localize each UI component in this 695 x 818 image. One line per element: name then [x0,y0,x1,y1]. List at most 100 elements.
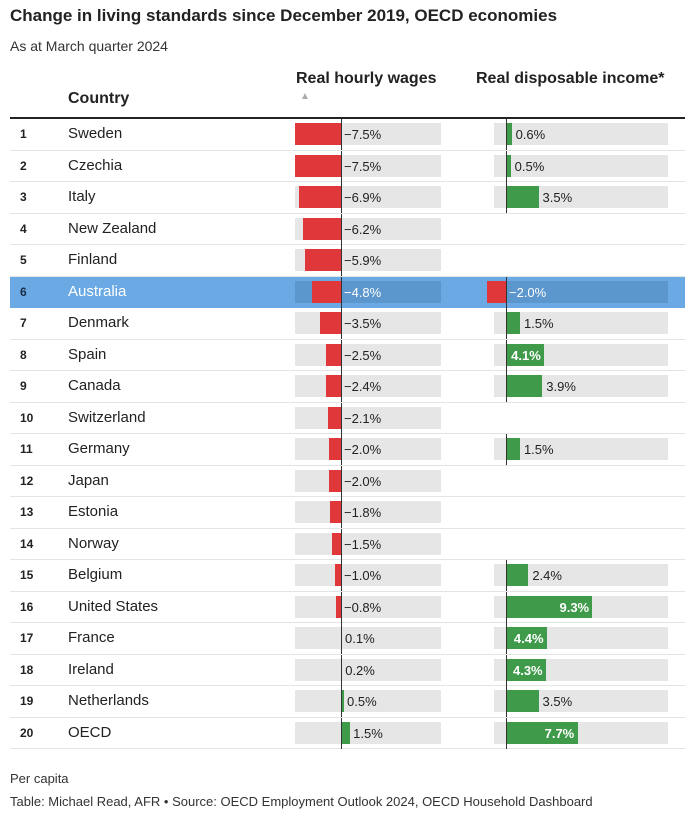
income-zero-line [506,560,507,591]
table-row[interactable]: 9 Canada −2.4% 3.9% [10,371,685,403]
wages-track: −6.2% [295,213,441,245]
wages-value-label: −6.9% [344,190,382,205]
wages-track: −4.8% [295,276,441,308]
wages-track: 0.1% [295,623,441,654]
income-value-label: 3.9% [546,379,576,394]
table-row[interactable]: 1 Sweden −7.5% 0.6% [10,119,685,151]
income-track: 7.7% [494,717,668,749]
column-header-country[interactable]: Country [68,90,130,107]
table-row[interactable]: 13 Estonia −1.8% [10,497,685,529]
wages-value-label: −7.5% [344,158,382,174]
wages-value-label: −7.5% [344,127,382,142]
rank-cell: 20 [20,725,34,740]
table-row[interactable]: 20 OECD 1.5% 7.7% [10,717,685,749]
table-row[interactable]: 3 Italy −6.9% 3.5% [10,182,685,214]
table-row[interactable]: 16 United States −0.8% 9.3% [10,591,685,623]
income-track: 4.3% [494,654,668,686]
income-zero-line [506,717,507,749]
country-cell: Sweden [68,125,123,142]
wages-zero-line [341,182,342,213]
country-cell: Czechia [68,156,123,174]
wages-bar [298,186,341,208]
country-cell: Netherlands [68,692,149,709]
column-header-wages[interactable]: Real hourly wages [296,70,437,87]
table-row[interactable]: 10 Switzerland −2.1% [10,402,685,434]
table-row[interactable]: 17 France 0.1% 4.4% [10,623,685,655]
income-value-label: 1.5% [523,316,554,331]
country-cell: Estonia [68,503,119,520]
wages-track: −2.4% [295,371,441,402]
income-value-label: 3.5% [542,190,573,205]
income-track: 0.5% [494,150,668,182]
rank-cell: 5 [20,253,27,267]
wages-zero-line [341,150,342,182]
country-cell: New Zealand [68,219,157,237]
table-row[interactable]: 2 Czechia −7.5% 0.5% [10,150,685,182]
rank-cell: 12 [20,473,34,488]
table-row[interactable]: 11 Germany −2.0% 1.5% [10,434,685,466]
wages-bar [341,690,345,712]
income-value-label: 4.4% [513,631,544,646]
wages-track: −1.0% [295,560,441,591]
rank-cell: 18 [20,662,34,677]
wages-zero-line [341,339,342,371]
chart-subtitle: As at March quarter 2024 [10,38,168,54]
wages-track: −5.9% [295,245,441,276]
table-row[interactable]: 5 Finland −5.9% [10,245,685,277]
income-value-label: 1.5% [523,442,554,457]
table-row[interactable]: 14 Norway −1.5% [10,528,685,560]
table-row[interactable]: 4 New Zealand −6.2% [10,213,685,245]
country-cell: Italy [68,188,96,205]
wages-value-label: 1.5% [353,725,383,741]
column-header-income[interactable]: Real disposable income* [476,70,665,87]
table-row[interactable]: 6 Australia −4.8% −2.0% [10,276,685,308]
wages-track: 0.2% [295,654,441,686]
wages-track: 0.5% [295,686,441,717]
wages-zero-line [341,560,342,591]
wages-zero-line [341,465,342,497]
wages-track: −6.9% [295,182,441,213]
wages-zero-line [341,654,342,686]
income-bar [506,595,593,618]
income-value-label: 2.4% [532,568,562,583]
wages-zero-line [341,402,342,434]
wages-bar [336,595,341,618]
wages-bar [334,564,341,586]
sort-ascending-icon[interactable]: ▲ [300,91,310,102]
rank-cell: 8 [20,347,27,362]
rank-cell: 6 [20,284,27,299]
rank-cell: 17 [20,631,34,645]
table-row[interactable]: 19 Netherlands 0.5% 3.5% [10,686,685,718]
table-row[interactable]: 18 Ireland 0.2% 4.3% [10,654,685,686]
wages-value-label: −2.0% [344,442,382,457]
wages-value-label: 0.1% [345,631,375,646]
table-row[interactable]: 12 Japan −2.0% [10,465,685,497]
income-zero-line [506,686,507,717]
rank-cell: 2 [20,158,27,173]
income-bar [506,123,512,145]
wages-value-label: 0.2% [345,662,375,678]
wages-track: −7.5% [295,119,441,150]
country-cell: Japan [68,471,109,489]
income-bar [506,375,543,397]
income-track: 1.5% [494,434,668,465]
country-cell: OECD [68,723,112,741]
country-cell: Spain [68,345,107,363]
rank-cell: 16 [20,599,34,614]
table-row[interactable]: 7 Denmark −3.5% 1.5% [10,308,685,340]
wages-track: −7.5% [295,150,441,182]
income-bar [506,721,578,744]
country-cell: France [68,629,115,646]
wages-track: −0.8% [295,591,441,623]
wages-track: −1.5% [295,528,441,560]
income-value-label: 7.7% [544,725,575,741]
wages-bar [328,438,341,460]
income-zero-line [506,339,507,371]
table-row[interactable]: 8 Spain −2.5% 4.1% [10,339,685,371]
country-cell: Germany [68,440,130,457]
wages-bar [303,217,341,240]
table-row[interactable]: 15 Belgium −1.0% 2.4% [10,560,685,592]
income-track: 0.6% [494,119,668,150]
wages-value-label: −2.0% [344,473,382,489]
income-track: 3.5% [494,686,668,717]
